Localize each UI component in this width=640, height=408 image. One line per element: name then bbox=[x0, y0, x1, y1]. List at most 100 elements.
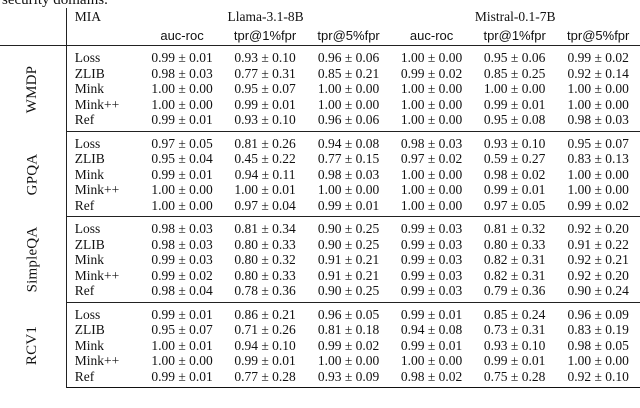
metric-value-cell: 0.77 ± 0.28 bbox=[223, 368, 307, 388]
metric-value-cell: 1.00 ± 0.00 bbox=[317, 182, 380, 198]
table-row: ZLIB 0.98 ± 0.03 0.77 ± 0.31 0.85 ± 0.21 0.9… bbox=[0, 66, 640, 82]
dataset-group-rcv1: RCV1 Loss 0.99 ± 0.01 0.86 ± 0.21 0.96 ± 0.0… bbox=[0, 302, 640, 388]
mia-method-cell: ZLIB bbox=[74, 151, 105, 167]
table-row: SimpleQA Loss 0.98 ± 0.03 0.81 ± 0.34 0.90 ±… bbox=[0, 216, 640, 302]
table-row: Mink++ 0.99 ± 0.02 0.80 ± 0.33 0.91 ± 0.21 0… bbox=[0, 268, 640, 284]
mia-method-cell: Mink++ bbox=[74, 353, 120, 369]
mia-method-cell: ZLIB bbox=[74, 65, 105, 81]
table-row: Mink++ 1.00 ± 0.00 0.99 ± 0.01 1.00 ± 0.00 1… bbox=[0, 353, 640, 369]
metric-value-cell: 0.98 ± 0.03 bbox=[151, 221, 213, 237]
metric-value-cell: 0.99 ± 0.01 bbox=[151, 166, 213, 182]
metric-value-cell: 0.90 ± 0.24 bbox=[556, 283, 640, 303]
metric-value-cell: 1.00 ± 0.00 bbox=[567, 353, 629, 369]
mia-method-cell: Ref bbox=[66, 368, 141, 388]
metric-value-cell: 1.00 ± 0.00 bbox=[400, 166, 463, 182]
metric-header-tpr1: tpr@1%fpr bbox=[472, 26, 557, 46]
metric-value-cell: 0.99 ± 0.01 bbox=[151, 306, 213, 322]
metric-value-cell: 0.93 ± 0.09 bbox=[306, 368, 391, 388]
metric-value-cell: 0.95 ± 0.04 bbox=[151, 151, 213, 167]
metric-value-cell: 0.98 ± 0.03 bbox=[151, 236, 213, 252]
metric-value-cell: 0.92 ± 0.21 bbox=[567, 252, 629, 268]
metric-value-cell: 0.97 ± 0.02 bbox=[400, 151, 463, 167]
metric-value-cell: 0.90 ± 0.25 bbox=[317, 236, 380, 252]
metric-value-cell: 0.99 ± 0.03 bbox=[400, 267, 463, 283]
dataset-group-simpleqa: SimpleQA Loss 0.98 ± 0.03 0.81 ± 0.34 0.90 ±… bbox=[0, 216, 640, 303]
metric-value-cell: 1.00 ± 0.00 bbox=[400, 96, 463, 112]
dataset-group-gpqa: GPQA Loss 0.97 ± 0.05 0.81 ± 0.26 0.94 ± 0.0… bbox=[0, 131, 640, 217]
metric-value-cell: 1.00 ± 0.00 bbox=[400, 182, 463, 198]
metric-value-cell: 0.80 ± 0.32 bbox=[234, 252, 296, 268]
metric-value-cell: 0.99 ± 0.01 bbox=[400, 306, 463, 322]
mia-method-cell: Mink++ bbox=[74, 182, 120, 198]
dataset-label: GPQA bbox=[24, 153, 41, 196]
metric-value-cell: 0.99 ± 0.02 bbox=[567, 50, 629, 66]
header-row-models: MIA Llama-3.1-8B Mistral-0.1-7B bbox=[0, 8, 640, 26]
model-header-mistral: Mistral-0.1-7B bbox=[474, 9, 556, 24]
metric-value-cell: 0.99 ± 0.01 bbox=[483, 96, 546, 112]
table-header: MIA Llama-3.1-8B Mistral-0.1-7B auc-roc … bbox=[0, 8, 640, 46]
metric-header-tpr5: tpr@5%fpr bbox=[306, 26, 391, 46]
metric-value-cell: 0.99 ± 0.03 bbox=[400, 252, 463, 268]
table-row: Mink 1.00 ± 0.00 0.95 ± 0.07 1.00 ± 0.00 1.0… bbox=[0, 81, 640, 97]
mia-column-header: MIA bbox=[74, 9, 102, 24]
metric-value-cell: 0.90 ± 0.25 bbox=[306, 283, 391, 303]
metric-value-cell: 1.00 ± 0.00 bbox=[567, 182, 629, 198]
caption-text: security domains. bbox=[2, 0, 108, 8]
dataset-group-wmdp: WMDP Loss 0.99 ± 0.01 0.93 ± 0.10 0.96 ± 0.0… bbox=[0, 45, 640, 132]
metric-value-cell: 0.98 ± 0.05 bbox=[567, 337, 629, 353]
metric-value-cell: 0.80 ± 0.33 bbox=[234, 236, 296, 252]
metric-value-cell: 0.94 ± 0.08 bbox=[400, 322, 463, 338]
metric-value-cell: 0.98 ± 0.03 bbox=[317, 166, 380, 182]
metric-header-tpr1: tpr@1%fpr bbox=[223, 26, 307, 46]
table-row: Ref 1.00 ± 0.00 0.97 ± 0.04 0.99 ± 0.01 1.00… bbox=[0, 197, 640, 217]
metric-value-cell: 1.00 ± 0.00 bbox=[400, 353, 463, 369]
dataset-label-cell: WMDP bbox=[0, 45, 67, 131]
metric-value-cell: 0.96 ± 0.09 bbox=[567, 306, 629, 322]
dataset-label: RCV1 bbox=[24, 325, 41, 365]
mia-method-cell: Mink bbox=[74, 166, 105, 182]
mia-method-cell: ZLIB bbox=[74, 236, 105, 252]
metric-value-cell: 1.00 ± 0.00 bbox=[390, 112, 473, 132]
metric-value-cell: 0.82 ± 0.31 bbox=[483, 267, 546, 283]
dataset-label-cell: SimpleQA bbox=[0, 216, 67, 302]
metric-value-cell: 0.99 ± 0.01 bbox=[140, 368, 224, 388]
metric-value-cell: 0.93 ± 0.10 bbox=[223, 112, 307, 132]
dataset-label: SimpleQA bbox=[24, 226, 41, 293]
mia-method-cell: Ref bbox=[66, 197, 141, 217]
metric-value-cell: 0.71 ± 0.26 bbox=[234, 322, 296, 338]
metric-value-cell: 0.85 ± 0.21 bbox=[317, 65, 380, 81]
table-row: Mink 1.00 ± 0.01 0.94 ± 0.10 0.99 ± 0.02 0.9… bbox=[0, 338, 640, 354]
metric-value-cell: 0.79 ± 0.36 bbox=[472, 283, 557, 303]
metric-value-cell: 0.99 ± 0.01 bbox=[140, 112, 224, 132]
metric-value-cell: 0.80 ± 0.33 bbox=[483, 236, 546, 252]
mia-method-cell: Loss bbox=[74, 221, 101, 237]
metric-value-cell: 1.00 ± 0.00 bbox=[567, 166, 629, 182]
metric-value-cell: 0.98 ± 0.02 bbox=[483, 166, 546, 182]
table-row: ZLIB 0.98 ± 0.03 0.80 ± 0.33 0.90 ± 0.25 0.9… bbox=[0, 237, 640, 253]
metric-value-cell: 0.80 ± 0.33 bbox=[234, 267, 296, 283]
mia-method-cell: ZLIB bbox=[74, 322, 105, 338]
metric-value-cell: 0.95 ± 0.08 bbox=[472, 112, 557, 132]
metric-value-cell: 0.96 ± 0.05 bbox=[317, 306, 380, 322]
metric-value-cell: 1.00 ± 0.00 bbox=[140, 197, 224, 217]
metric-value-cell: 1.00 ± 0.00 bbox=[151, 182, 213, 198]
table-row: Mink 0.99 ± 0.03 0.80 ± 0.32 0.91 ± 0.21 0.9… bbox=[0, 252, 640, 268]
mia-header-cell bbox=[66, 26, 141, 46]
metric-value-cell: 0.99 ± 0.03 bbox=[390, 283, 473, 303]
metric-value-cell: 0.92 ± 0.20 bbox=[567, 267, 629, 283]
metric-value-cell: 0.92 ± 0.10 bbox=[556, 368, 640, 388]
table-row: WMDP Loss 0.99 ± 0.01 0.93 ± 0.10 0.96 ± 0.0… bbox=[0, 45, 640, 131]
metric-value-cell: 0.95 ± 0.07 bbox=[234, 81, 296, 97]
metric-value-cell: 0.99 ± 0.02 bbox=[151, 267, 213, 283]
dataset-header-cell bbox=[0, 8, 67, 26]
metric-value-cell: 0.78 ± 0.36 bbox=[223, 283, 307, 303]
metric-value-cell: 0.81 ± 0.26 bbox=[234, 135, 296, 151]
metric-value-cell: 1.00 ± 0.00 bbox=[317, 81, 380, 97]
table-row: RCV1 Loss 0.99 ± 0.01 0.86 ± 0.21 0.96 ± 0.0… bbox=[0, 302, 640, 388]
metric-value-cell: 0.96 ± 0.06 bbox=[317, 50, 380, 66]
metric-value-cell: 1.00 ± 0.01 bbox=[234, 182, 296, 198]
metric-value-cell: 1.00 ± 0.00 bbox=[151, 353, 213, 369]
metric-value-cell: 0.98 ± 0.03 bbox=[151, 65, 213, 81]
metric-value-cell: 0.99 ± 0.01 bbox=[483, 182, 546, 198]
metric-value-cell: 0.81 ± 0.32 bbox=[483, 221, 546, 237]
